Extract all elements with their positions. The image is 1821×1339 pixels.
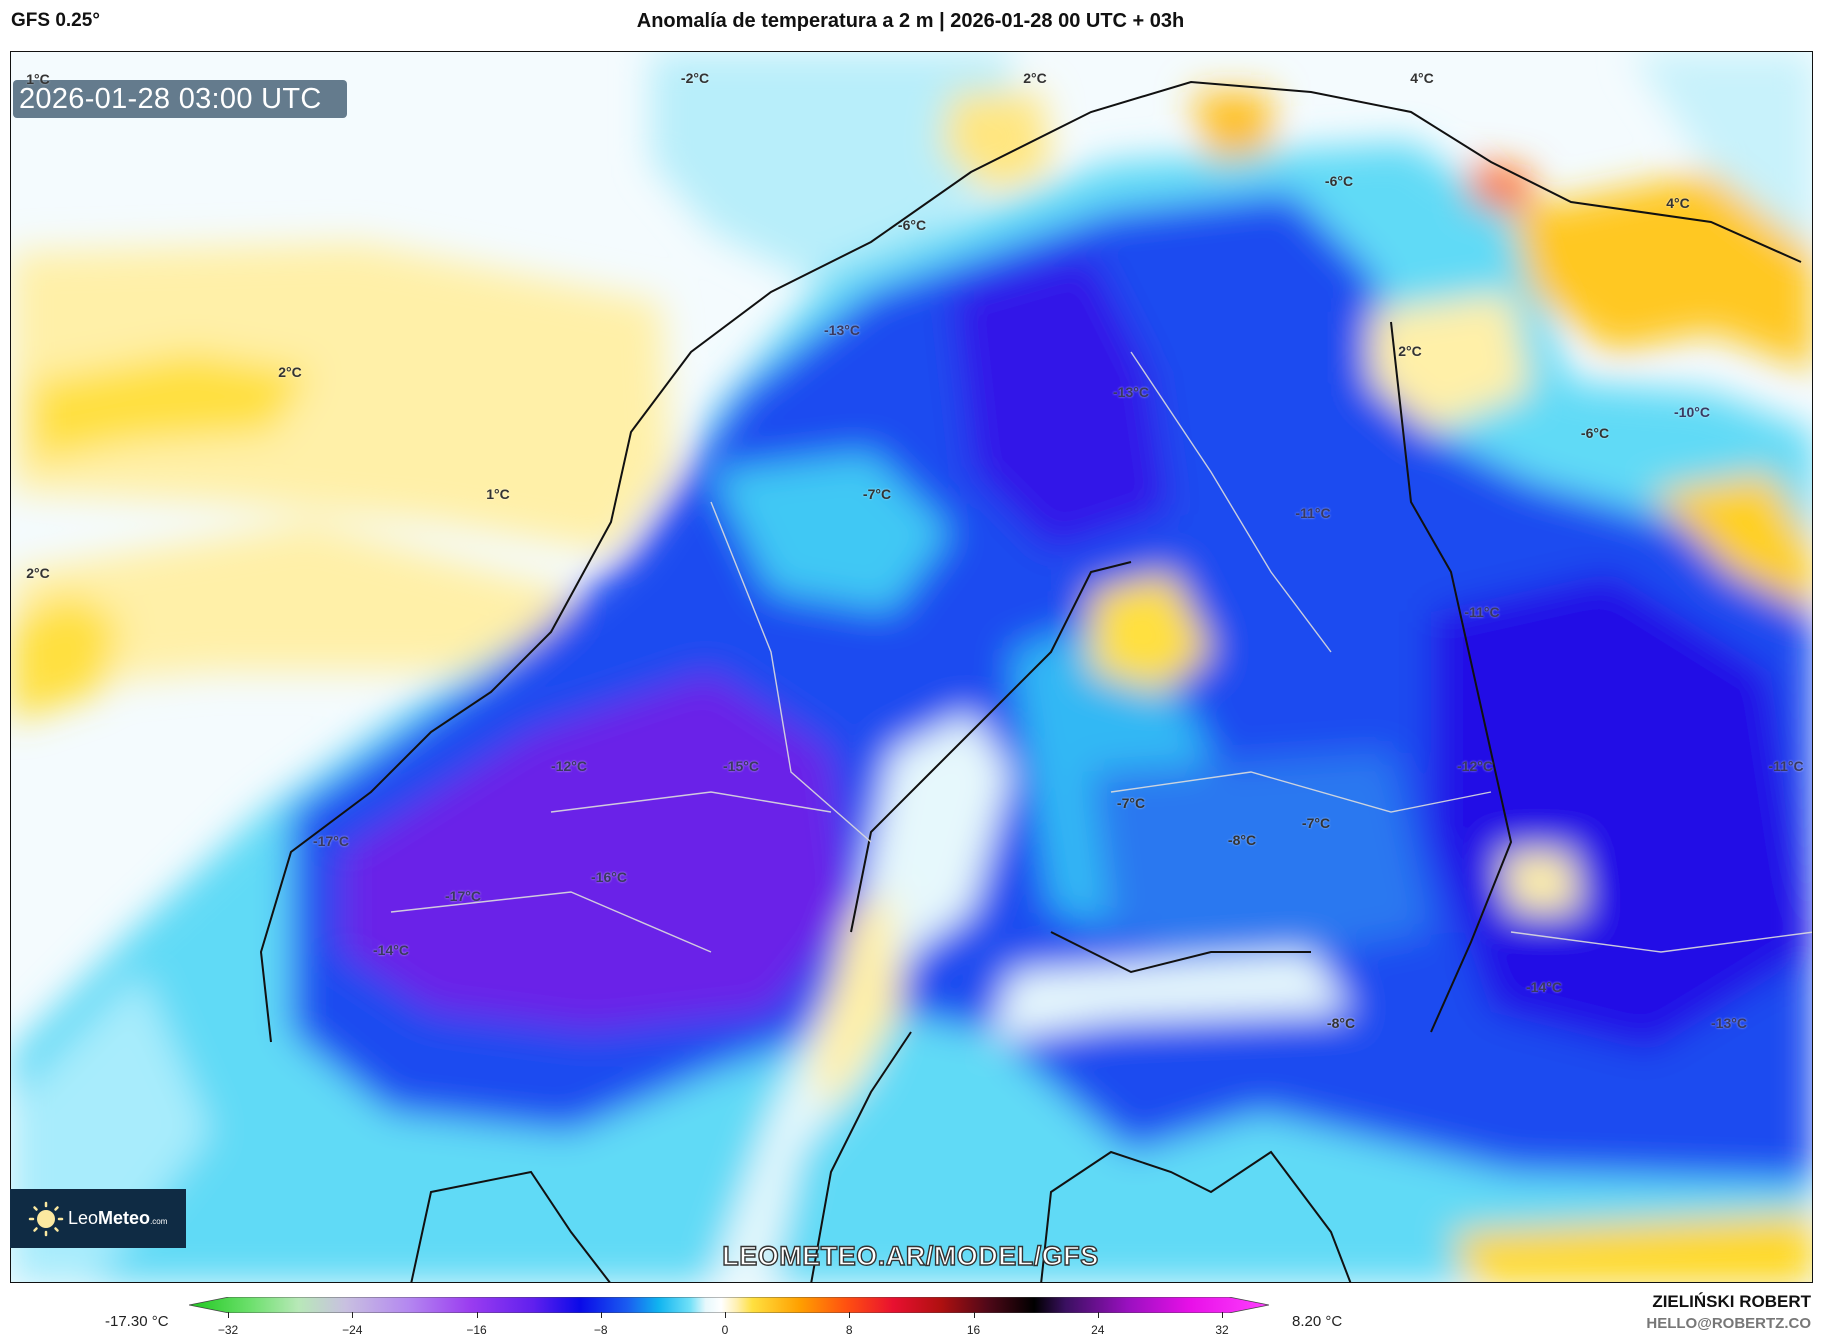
colorbar-tick-label: −16 <box>466 1323 487 1337</box>
isotherm-label: 2°C <box>26 565 50 581</box>
isotherm-label: 2°C <box>1398 343 1422 359</box>
isotherm-label: -7°C <box>1116 795 1146 811</box>
isotherm-label: -13°C <box>824 322 860 338</box>
colorbar-tick <box>1222 1312 1223 1318</box>
isotherm-label: -6°C <box>897 217 927 233</box>
isotherm-label: -13°C <box>1113 384 1149 400</box>
colorbar-tick-label: 0 <box>721 1323 729 1337</box>
colorbar-tick-label: −24 <box>342 1323 363 1337</box>
isotherm-label: -8°C <box>1227 832 1257 848</box>
isotherm-label: -13°C <box>1711 1015 1747 1031</box>
author-email: HELLO@ROBERTZ.CO <box>1646 1315 1811 1332</box>
isotherm-label: -17°C <box>313 833 349 849</box>
colorbar-tick-label: 24 <box>1091 1323 1105 1337</box>
colorbar-tick <box>352 1312 354 1318</box>
colorbar-tick <box>600 1312 602 1318</box>
logo-text: LeoMeteo.com <box>68 1208 168 1228</box>
colorbar-tick <box>725 1312 726 1318</box>
isotherm-label: -7°C <box>862 486 892 502</box>
isotherm-label: -6°C <box>1324 173 1354 189</box>
colorbar-tick <box>1097 1312 1099 1318</box>
isotherm-label: -10°C <box>1674 404 1710 420</box>
colorbar-tick <box>973 1312 975 1318</box>
colorbar-min-label: -17.30 °C <box>105 1313 169 1330</box>
isotherm-label: -2°C <box>680 70 710 86</box>
anomaly-map: 2026-01-28 03:00 UTC 1°C -2°C 2°C 4°C -6°C -6… <box>10 51 1813 1283</box>
source-watermark: LEOMETEO.AR/MODEL/GFS <box>722 1240 1099 1271</box>
isotherm-label: -15°C <box>723 758 759 774</box>
colorbar-tick-label: −8 <box>593 1323 608 1337</box>
map-canvas <box>11 52 1812 1282</box>
colorbar-tick-label: 16 <box>966 1323 981 1337</box>
isotherm-label: -12°C <box>551 758 587 774</box>
isotherm-label: -7°C <box>1301 815 1331 831</box>
isotherm-label: -17°C <box>445 888 481 904</box>
isotherm-label: -14°C <box>373 942 409 958</box>
colorbar-tick <box>228 1312 229 1318</box>
author-name: ZIELIŃSKI ROBERT <box>1652 1292 1811 1311</box>
isotherm-label: 1°C <box>26 71 50 87</box>
isotherm-label: -11°C <box>1464 604 1500 620</box>
isotherm-label: -8°C <box>1326 1015 1356 1031</box>
isotherm-label: -11°C <box>1768 758 1804 774</box>
isotherm-label: -11°C <box>1295 505 1331 521</box>
colorbar <box>189 1297 1269 1313</box>
chart-title: Anomalía de temperatura a 2 m | 2026-01-… <box>636 10 1185 32</box>
isotherm-label: 1°C <box>486 486 510 502</box>
isotherm-label: -6°C <box>1580 425 1610 441</box>
colorbar-tick <box>476 1312 478 1318</box>
model-label: GFS 0.25° <box>11 10 100 31</box>
isotherm-label: -12°C <box>1457 758 1493 774</box>
colorbar-tick <box>849 1312 851 1318</box>
isotherm-label: -14°C <box>1526 979 1562 995</box>
isotherm-label: 4°C <box>1410 70 1434 86</box>
colorbar-tick-label: 32 <box>1215 1323 1229 1337</box>
sun-icon <box>28 1201 64 1237</box>
leometeo-logo: LeoMeteo.com <box>10 1189 186 1248</box>
colorbar-max-label: 8.20 °C <box>1292 1313 1343 1330</box>
isotherm-label: 4°C <box>1666 195 1690 211</box>
isotherm-label: -16°C <box>591 869 627 885</box>
colorbar-tick-label: 8 <box>845 1323 853 1337</box>
isotherm-label: 2°C <box>1023 70 1047 86</box>
valid-time-badge: 2026-01-28 03:00 UTC <box>13 80 347 118</box>
isotherm-label: 2°C <box>278 364 302 380</box>
colorbar-tick-label: −32 <box>217 1323 239 1337</box>
